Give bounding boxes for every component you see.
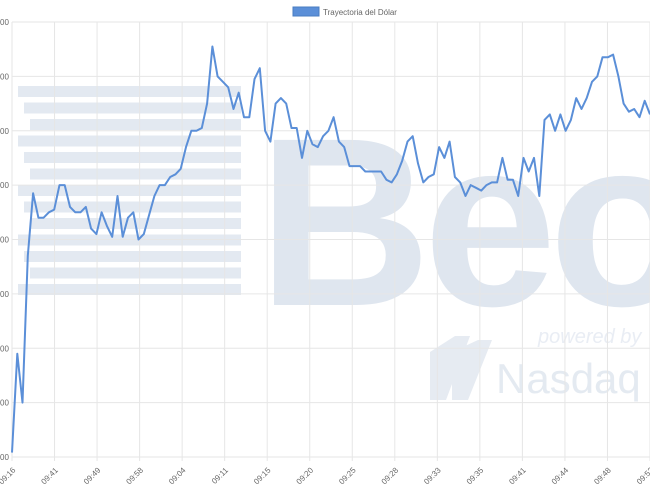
watermark-logo-text: Beo bbox=[258, 88, 650, 356]
series-line bbox=[11, 45, 650, 453]
x-tick-label: 09:35 bbox=[465, 465, 486, 486]
y-tick-label: 00 bbox=[0, 181, 9, 190]
y-tick-label: 00 bbox=[0, 72, 9, 81]
watermark-stripe bbox=[24, 201, 241, 213]
x-tick-label: 09:20 bbox=[295, 465, 316, 486]
y-tick-label: 00 bbox=[0, 344, 9, 353]
watermark-stripe bbox=[18, 135, 241, 147]
x-axis: 09:16 09:41 09:49 09:58 09:04 09:11 09:15 09:20… bbox=[0, 465, 650, 486]
legend-swatch bbox=[292, 6, 320, 17]
watermark-stripe bbox=[18, 86, 241, 97]
x-tick-label: 09:33 bbox=[422, 465, 443, 486]
x-tick-label: 09:41 bbox=[507, 465, 528, 486]
watermark-tagline: powered by bbox=[537, 326, 642, 348]
y-axis: 00 00 00 00 00 00 00 00 00 bbox=[0, 18, 9, 462]
x-tick-label: 09:16 bbox=[0, 465, 18, 486]
legend-label: Trayectoria del Dólar bbox=[323, 8, 397, 17]
watermark-stripe bbox=[30, 267, 241, 279]
x-tick-label: 09:58 bbox=[124, 465, 145, 486]
watermark-stripe bbox=[30, 119, 241, 130]
x-tick-label: 09:48 bbox=[592, 465, 613, 486]
watermark-stripe bbox=[30, 168, 241, 180]
x-tick-label: 09:04 bbox=[167, 465, 188, 486]
y-tick-label: 00 bbox=[0, 127, 9, 136]
x-tick-label: 09:44 bbox=[550, 465, 571, 486]
x-tick-label: 09:49 bbox=[82, 465, 103, 486]
nasdaq-n-icon bbox=[430, 336, 492, 400]
x-tick-label: 09:52 bbox=[635, 465, 650, 486]
watermark-stripe bbox=[24, 102, 241, 114]
y-tick-label: 00 bbox=[0, 236, 9, 245]
watermark-stripe bbox=[18, 284, 241, 295]
x-tick-label: 09:15 bbox=[252, 465, 273, 486]
watermark-partner: Nasdaq bbox=[496, 355, 641, 402]
y-tick-label: 00 bbox=[0, 399, 9, 408]
y-tick-label: 00 bbox=[0, 18, 9, 27]
x-tick-label: 09:28 bbox=[380, 465, 401, 486]
watermark-stripe bbox=[18, 185, 241, 196]
watermark-stripe bbox=[24, 251, 241, 262]
watermark-stripe bbox=[24, 152, 241, 163]
y-tick-label: 00 bbox=[0, 453, 9, 462]
series-layer bbox=[11, 45, 650, 453]
legend[interactable]: Trayectoria del Dólar bbox=[292, 6, 397, 17]
x-tick-label: 09:41 bbox=[39, 465, 60, 486]
grid-lines bbox=[11, 21, 650, 461]
watermark-logo: Beo powered by Nasdaq bbox=[18, 86, 650, 402]
x-tick-label: 09:25 bbox=[337, 465, 358, 486]
y-tick-label: 00 bbox=[0, 290, 9, 299]
watermark-stripes-icon bbox=[18, 86, 241, 295]
x-tick-label: 09:11 bbox=[210, 465, 230, 485]
